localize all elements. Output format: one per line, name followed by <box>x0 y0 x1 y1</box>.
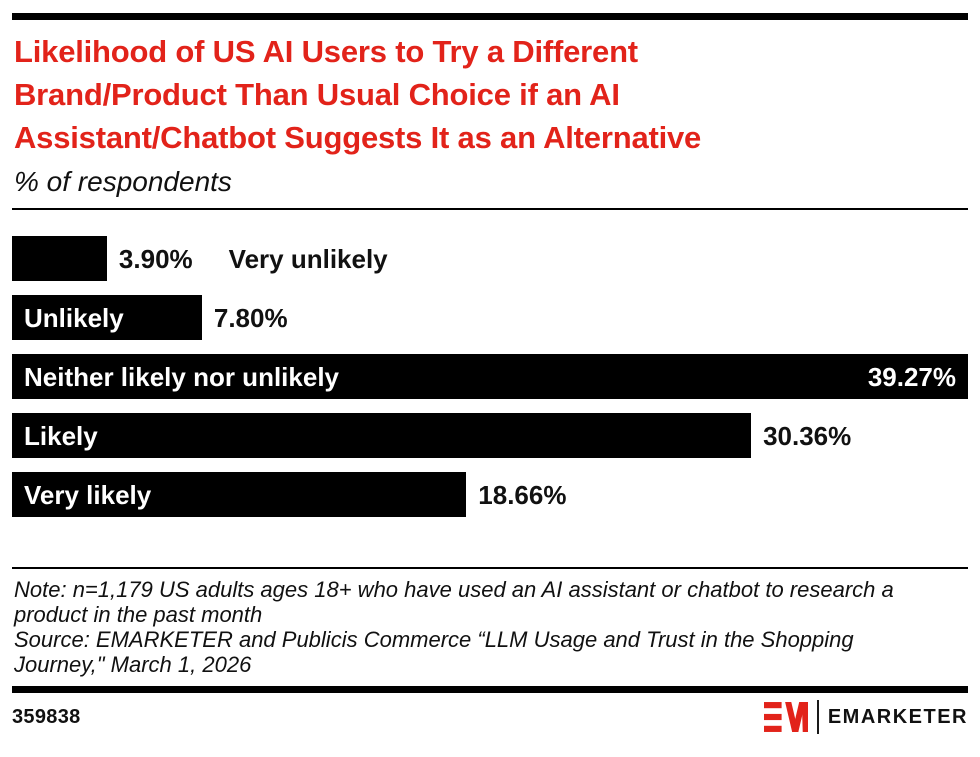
source-line-1: Source: EMARKETER and Publicis Commerce … <box>14 627 854 652</box>
bar-row: Unlikely 7.80% <box>12 295 968 340</box>
bar-value: 3.90% <box>118 243 193 274</box>
bar-value: 7.80% <box>213 302 288 333</box>
bar-row: Neither likely nor unlikely 39.27% <box>12 354 968 399</box>
footer: 359838 EMARKETER <box>12 700 968 734</box>
top-rule <box>12 13 968 20</box>
chart-notes: Note: n=1,179 US adults ages 18+ who hav… <box>14 577 968 677</box>
bar <box>12 236 107 281</box>
logo-separator <box>816 700 819 734</box>
bar-value: 30.36% <box>763 420 852 451</box>
note-line-2: product in the past month <box>14 602 263 627</box>
source-line-2: Journey," March 1, 2026 <box>14 652 252 677</box>
bar-label: Very likely <box>24 479 152 510</box>
bar-value: 18.66% <box>478 479 567 510</box>
bar: Neither likely nor unlikely 39.27% <box>12 354 968 399</box>
bar-row: Very likely 18.66% <box>12 472 968 517</box>
bar-chart: 3.90% Very unlikely Unlikely 7.80% Neither l… <box>12 236 968 517</box>
title-line-2: Brand/Product Than Usual Choice if an AI <box>14 77 620 112</box>
chart-subtitle: % of respondents <box>14 166 232 197</box>
bottom-rule <box>12 686 968 693</box>
bar-label: Likely <box>24 420 98 451</box>
chart-id: 359838 <box>12 705 81 728</box>
bar-label: Very unlikely <box>228 243 388 274</box>
bar-row: Likely 30.36% <box>12 413 968 458</box>
bar-label: Neither likely nor unlikely <box>24 361 339 392</box>
bar: Likely <box>12 413 752 458</box>
bar-value: 39.27% <box>867 361 956 392</box>
header-divider <box>12 208 968 210</box>
notes-divider <box>12 567 968 569</box>
bar: Unlikely <box>12 295 202 340</box>
title-line-3: Assistant/Chatbot Suggests It as an Alte… <box>14 120 702 155</box>
note-line-1: Note: n=1,179 US adults ages 18+ who hav… <box>14 577 894 602</box>
page-title: Likelihood of US AI Users to Try a Diffe… <box>14 30 968 159</box>
bar-row: 3.90% Very unlikely <box>12 236 968 281</box>
emarketer-logo: EMARKETER <box>763 700 968 734</box>
bar: Very likely <box>12 472 467 517</box>
title-line-1: Likelihood of US AI Users to Try a Diffe… <box>14 34 638 69</box>
bar-label: Unlikely <box>24 302 124 333</box>
brand-wordmark: EMARKETER <box>827 705 968 728</box>
em-monogram-icon <box>763 702 808 732</box>
chart-page: Likelihood of US AI Users to Try a Diffe… <box>0 13 980 757</box>
